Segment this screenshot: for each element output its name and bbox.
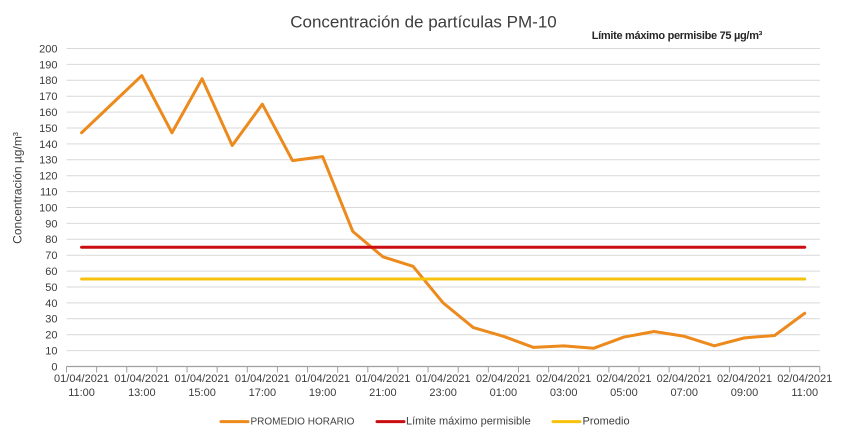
svg-text:10: 10 [45, 346, 57, 358]
svg-text:21:00: 21:00 [369, 387, 397, 399]
svg-text:01/04/2021: 01/04/2021 [114, 373, 169, 385]
svg-text:170: 170 [39, 91, 57, 103]
svg-text:180: 180 [39, 75, 57, 87]
svg-text:02/04/2021: 02/04/2021 [596, 373, 651, 385]
svg-text:Concentración de partículas PM: Concentración de partículas PM-10 [290, 12, 556, 31]
svg-text:07:00: 07:00 [670, 387, 698, 399]
svg-text:09:00: 09:00 [731, 387, 759, 399]
svg-text:160: 160 [39, 107, 57, 119]
svg-text:01/04/2021: 01/04/2021 [416, 373, 471, 385]
svg-text:50: 50 [45, 282, 57, 294]
svg-text:190: 190 [39, 59, 57, 71]
svg-text:01/04/2021: 01/04/2021 [295, 373, 350, 385]
svg-text:19:00: 19:00 [309, 387, 337, 399]
svg-text:90: 90 [45, 218, 57, 230]
svg-text:13:00: 13:00 [128, 387, 156, 399]
svg-text:Límite máximo permisibe 75 µg/: Límite máximo permisibe 75 µg/m³ [592, 30, 763, 42]
svg-text:05:00: 05:00 [610, 387, 638, 399]
svg-text:40: 40 [45, 298, 57, 310]
svg-text:01:00: 01:00 [490, 387, 518, 399]
svg-text:15:00: 15:00 [188, 387, 216, 399]
svg-text:01/04/2021: 01/04/2021 [355, 373, 410, 385]
svg-text:Concentración µg/m³: Concentración µg/m³ [10, 132, 24, 244]
svg-text:11:00: 11:00 [68, 387, 95, 399]
svg-text:0: 0 [51, 361, 57, 373]
svg-text:20: 20 [45, 330, 57, 342]
svg-text:03:00: 03:00 [550, 387, 578, 399]
svg-text:01/04/2021: 01/04/2021 [175, 373, 230, 385]
svg-text:80: 80 [45, 234, 57, 246]
svg-text:23:00: 23:00 [429, 387, 457, 399]
svg-text:100: 100 [39, 202, 57, 214]
svg-text:11:00: 11:00 [791, 387, 818, 399]
svg-text:130: 130 [39, 155, 57, 167]
svg-text:17:00: 17:00 [249, 387, 277, 399]
svg-text:150: 150 [39, 123, 57, 135]
svg-text:120: 120 [39, 171, 57, 183]
svg-text:60: 60 [45, 266, 57, 278]
svg-text:110: 110 [40, 187, 58, 199]
svg-text:Promedio: Promedio [583, 416, 630, 428]
svg-text:70: 70 [45, 250, 57, 262]
svg-text:Límite máximo permisible: Límite máximo permisible [406, 416, 531, 428]
svg-text:01/04/2021: 01/04/2021 [54, 373, 109, 385]
svg-text:01/04/2021: 01/04/2021 [235, 373, 290, 385]
svg-text:PROMEDIO HORARIO: PROMEDIO HORARIO [251, 417, 355, 428]
svg-text:200: 200 [39, 43, 57, 55]
svg-text:02/04/2021: 02/04/2021 [476, 373, 531, 385]
svg-text:02/04/2021: 02/04/2021 [536, 373, 591, 385]
svg-text:02/04/2021: 02/04/2021 [717, 373, 772, 385]
svg-text:02/04/2021: 02/04/2021 [777, 373, 832, 385]
svg-text:140: 140 [39, 139, 57, 151]
svg-text:30: 30 [45, 314, 57, 326]
svg-text:02/04/2021: 02/04/2021 [657, 373, 712, 385]
